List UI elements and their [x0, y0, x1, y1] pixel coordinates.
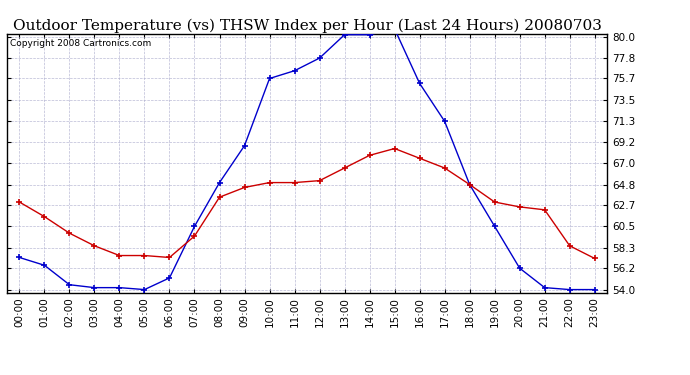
Text: Copyright 2008 Cartronics.com: Copyright 2008 Cartronics.com — [10, 39, 151, 48]
Title: Outdoor Temperature (vs) THSW Index per Hour (Last 24 Hours) 20080703: Outdoor Temperature (vs) THSW Index per … — [12, 18, 602, 33]
